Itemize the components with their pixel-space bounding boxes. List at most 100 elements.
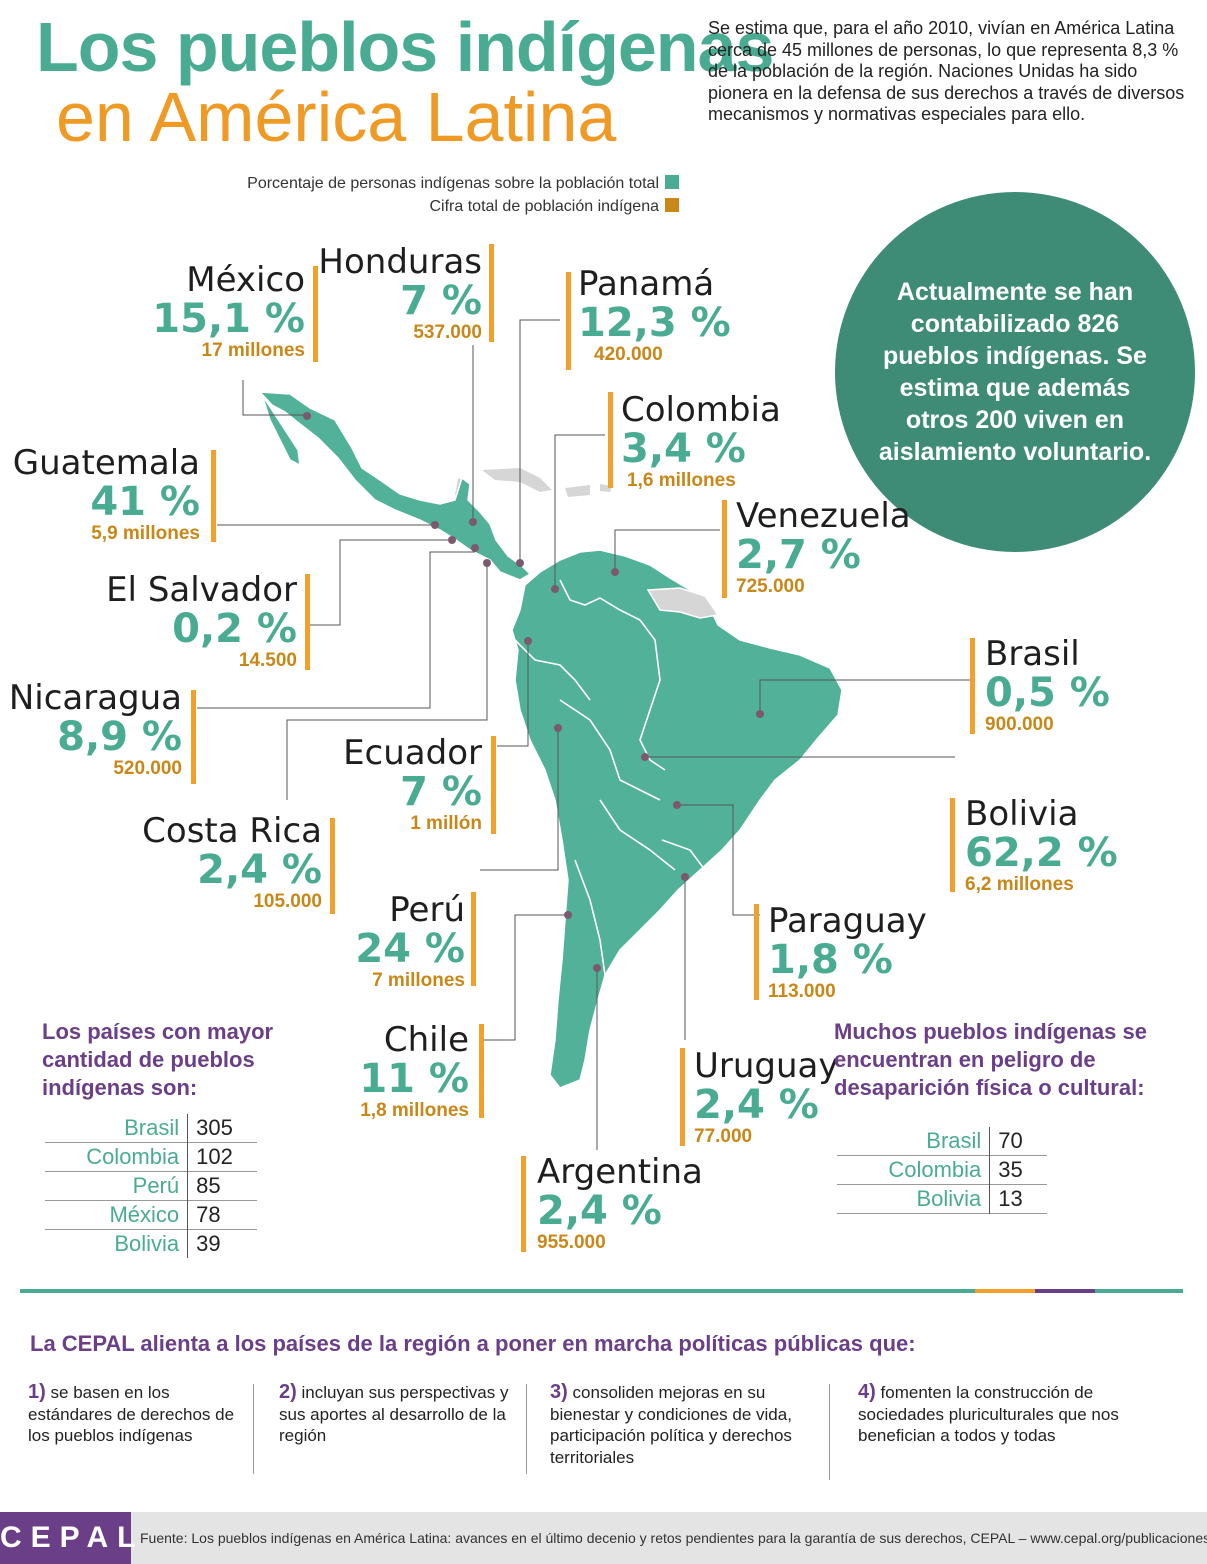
country-name: Chile	[383, 1020, 469, 1060]
title-line-2: en América Latina	[56, 78, 617, 156]
bar-venezuela	[722, 500, 727, 598]
policy-text: se basen en los estándares de derechos d…	[28, 1383, 235, 1445]
caribbean-islands	[455, 468, 612, 500]
policy-item-3: 3) consoliden mejoras en su bienestar y …	[550, 1381, 805, 1468]
country-percent: 15,1 %	[152, 296, 305, 342]
country-population: 900.000	[985, 714, 1054, 735]
country-name: Uruguay	[694, 1046, 839, 1086]
table-value: 78	[196, 1202, 221, 1227]
policy-divider	[526, 1384, 527, 1474]
country-venezuela: Venezuela 2,7 % 725.000	[736, 498, 911, 598]
country-nicaragua: Nicaragua 8,9 % 520.000	[9, 680, 182, 780]
country-population: 17 millones	[201, 340, 306, 361]
country-population: 6,2 millones	[965, 874, 1074, 895]
table-value: 70	[998, 1128, 1023, 1153]
policy-text: incluyan sus perspectivas y sus aportes …	[279, 1383, 509, 1445]
country-paraguay: Paraguay 1,8 % 113.000	[768, 903, 927, 1003]
table-country: Brasil	[837, 1127, 991, 1156]
danger-table: Brasil 70 Colombia 35 Bolivia 13	[837, 1127, 1047, 1214]
info-bubble-text: Actualmente se han contabilizado 826 pue…	[878, 278, 1152, 466]
country-el-salvador: El Salvador 0,2 % 14.500	[106, 572, 297, 672]
country-percent: 8,9 %	[57, 714, 182, 760]
policy-text: consoliden mejoras en su bienestar y con…	[550, 1383, 792, 1467]
country-name: Costa Rica	[142, 811, 322, 851]
bar-guatemala	[211, 450, 216, 542]
policy-item-2: 2) incluyan sus perspectivas y sus aport…	[279, 1381, 511, 1447]
country-name: Nicaragua	[8, 678, 182, 718]
country-percent: 0,5 %	[985, 670, 1110, 716]
divider-teal-end	[1095, 1289, 1183, 1293]
country-brasil: Brasil 0,5 % 900.000	[985, 636, 1110, 736]
country-costa-rica: Costa Rica 2,4 % 105.000	[142, 813, 322, 913]
bar-argentina	[521, 1156, 526, 1252]
table-value: 102	[196, 1144, 233, 1169]
country-percent: 0,2 %	[172, 606, 297, 652]
table-row: México 78	[45, 1200, 257, 1230]
policy-divider	[829, 1384, 830, 1480]
country-percent: 7 %	[400, 769, 482, 815]
danger-title: Muchos pueblos indígenas se encuentran e…	[834, 1019, 1147, 1100]
divider-purple	[1035, 1289, 1095, 1293]
country-name: Ecuador	[343, 733, 482, 773]
country-name: Guatemala	[12, 443, 200, 483]
info-bubble: Actualmente se han contabilizado 826 pue…	[835, 192, 1195, 552]
country-population: 1 millón	[410, 813, 482, 834]
country-panama: Panamá 12,3 % 420.000	[578, 266, 731, 366]
country-population: 725.000	[736, 576, 805, 597]
country-population: 77.000	[694, 1126, 753, 1147]
bar-chile	[479, 1024, 484, 1118]
most-peoples-title: Los países con mayor cantidad de pueblos…	[42, 1019, 274, 1100]
divider-orange	[975, 1289, 1035, 1293]
bar-paraguay	[754, 904, 759, 1000]
country-percent: 3,4 %	[621, 426, 746, 472]
legend-total-swatch	[665, 198, 679, 212]
table-row: Brasil 305	[45, 1114, 257, 1143]
country-name: El Salvador	[106, 570, 297, 610]
country-population: 14.500	[238, 650, 297, 671]
country-name: Bolivia	[965, 794, 1079, 834]
country-name: Argentina	[537, 1152, 703, 1192]
country-name: Panamá	[578, 264, 715, 304]
policy-item-4: 4) fomenten la construcción de sociedade…	[858, 1381, 1148, 1447]
map	[197, 319, 970, 1150]
country-percent: 2,4 %	[197, 847, 322, 893]
country-name: Paraguay	[768, 901, 927, 941]
table-row: Bolivia 39	[45, 1229, 257, 1258]
country-name: Perú	[389, 890, 465, 930]
source-text: Fuente: Los pueblos indígenas en América…	[140, 1530, 1207, 1546]
legend-total: Cifra total de población indígena	[429, 198, 679, 216]
legend-total-label: Cifra total de población indígena	[429, 198, 660, 215]
country-population: 113.000	[768, 981, 836, 1002]
table-country: Perú	[45, 1171, 189, 1201]
table-country: Colombia	[45, 1142, 189, 1172]
most-peoples-table: Brasil 305 Colombia 102 Perú 85 México 78 Bo…	[45, 1114, 257, 1258]
policy-divider	[253, 1384, 254, 1474]
country-chile: Chile 11 % 1,8 millones	[359, 1022, 469, 1122]
country-percent: 41 %	[90, 479, 200, 525]
borders	[514, 579, 706, 976]
policy-number: 1)	[28, 1381, 46, 1403]
policy-item-1: 1) se basen en los estándares de derecho…	[28, 1381, 250, 1447]
country-population: 420.000	[594, 344, 663, 365]
country-population: 520.000	[113, 758, 182, 779]
country-name: Colombia	[621, 390, 781, 430]
country-population: 105.000	[253, 891, 322, 912]
country-population: 5,9 millones	[91, 523, 200, 544]
bar-peru	[471, 892, 476, 986]
bar-mexico	[313, 266, 318, 362]
country-mexico: México 15,1 % 17 millones	[152, 262, 305, 362]
country-name: Honduras	[318, 242, 482, 282]
country-name: Venezuela	[736, 496, 911, 536]
country-honduras: Honduras 7 % 537.000	[318, 244, 482, 344]
bar-uruguay	[680, 1048, 685, 1146]
bar-el-salvador	[305, 574, 310, 670]
country-peru: Perú 24 % 7 millones	[355, 892, 465, 992]
title-line-1: Los pueblos indígenas	[36, 8, 774, 86]
country-percent: 1,8 %	[768, 937, 893, 983]
legend-percent-label: Porcentaje de personas indígenas sobre l…	[247, 175, 659, 192]
country-name: Brasil	[985, 634, 1080, 674]
table-row: Bolivia 13	[837, 1184, 1047, 1214]
table-country: México	[45, 1200, 189, 1230]
policy-number: 3)	[550, 1381, 568, 1403]
table-country: Brasil	[45, 1114, 189, 1143]
